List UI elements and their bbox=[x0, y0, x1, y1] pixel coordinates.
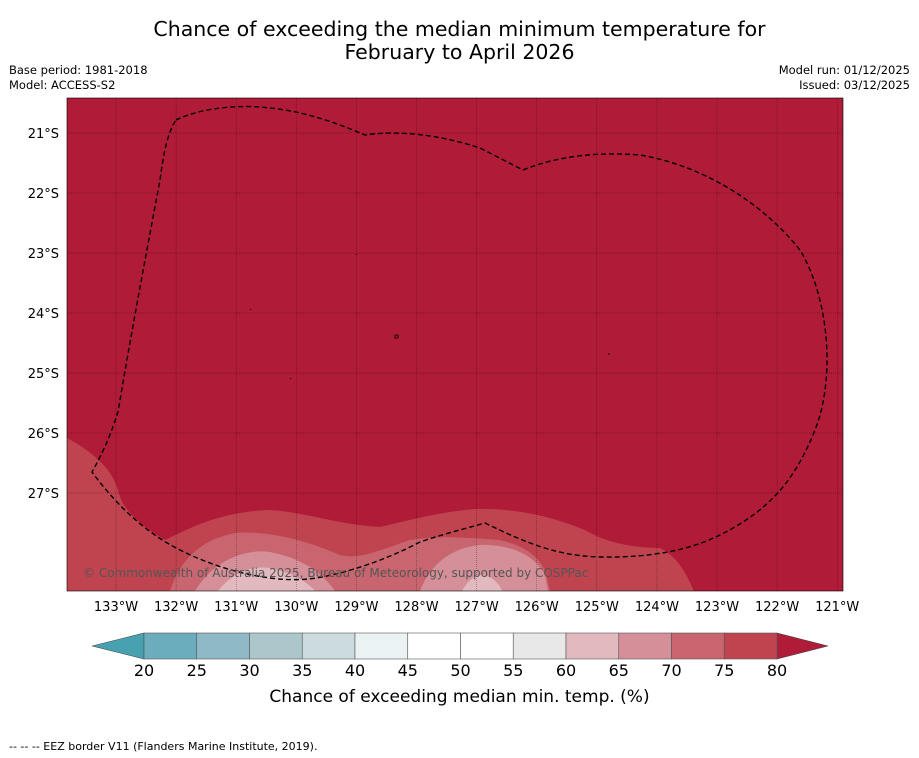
latitude-label: 21°S bbox=[28, 127, 59, 142]
longitude-label: 130°W bbox=[274, 600, 318, 615]
colorbar-tick-label: 70 bbox=[661, 661, 681, 680]
colorbar-segment bbox=[671, 632, 725, 660]
colorbar-segment bbox=[460, 632, 514, 660]
meta-right: Model run: 01/12/2025 Issued: 03/12/2025 bbox=[779, 63, 910, 93]
longitude-label: 124°W bbox=[635, 600, 679, 615]
colorbar-under-arrow bbox=[91, 632, 145, 660]
latitude-label: 26°S bbox=[28, 427, 59, 442]
longitude-labels: 133°W 132°W 131°W 130°W 129°W 128°W 127°W 126°W… bbox=[94, 600, 860, 615]
latitude-label: 22°S bbox=[28, 187, 59, 202]
colorbar-tick-label: 80 bbox=[767, 661, 787, 680]
colorbar-tick-label: 50 bbox=[450, 661, 470, 680]
colorbar-ticks: 20 25 30 35 40 45 50 55 60 65 70 75 80 bbox=[134, 661, 787, 680]
colorbar-tick-label: 35 bbox=[292, 661, 312, 680]
base-period: Base period: 1981-2018 bbox=[9, 63, 148, 77]
longitude-label: 132°W bbox=[154, 600, 198, 615]
colorbar-segment bbox=[407, 632, 461, 660]
title-line-1: Chance of exceeding the median minimum t… bbox=[153, 17, 766, 41]
map-frame bbox=[66, 97, 844, 592]
colorbar-segment bbox=[354, 632, 409, 660]
meta-left: Base period: 1981-2018 Model: ACCESS-S2 bbox=[9, 63, 148, 93]
chart-title: Chance of exceeding the median minimum t… bbox=[0, 18, 919, 64]
model-run: Model run: 01/12/2025 bbox=[778, 63, 910, 77]
colorbar-tick-label: 75 bbox=[714, 661, 734, 680]
probability-fill-80plus bbox=[67, 98, 843, 591]
longitude-label: 128°W bbox=[394, 600, 438, 615]
map-area bbox=[67, 98, 843, 591]
colorbar-tick-label: 45 bbox=[398, 661, 418, 680]
issued-date: Issued: 03/12/2025 bbox=[799, 78, 910, 92]
latitude-label: 25°S bbox=[28, 367, 59, 382]
colorbar-tick-label: 55 bbox=[503, 661, 523, 680]
colorbar-segment bbox=[565, 632, 620, 660]
eez-legend-note: -- -- -- EEZ border V11 (Flanders Marine… bbox=[9, 740, 318, 753]
latitude-label: 27°S bbox=[28, 487, 59, 502]
probability-band-60-65-east bbox=[462, 574, 502, 591]
latitude-label: 23°S bbox=[28, 247, 59, 262]
colorbar-tick-label: 40 bbox=[345, 661, 365, 680]
latitude-labels: 21°S 22°S 23°S 24°S 25°S 26°S 27°S bbox=[28, 127, 59, 502]
colorbar: 20 25 30 35 40 45 50 55 60 65 70 75 80 bbox=[91, 632, 829, 680]
colorbar-segment bbox=[512, 632, 567, 660]
colorbar-segment bbox=[143, 632, 198, 660]
colorbar-tick-label: 60 bbox=[556, 661, 576, 680]
colorbar-tick-label: 25 bbox=[187, 661, 207, 680]
eez-border bbox=[91, 105, 828, 581]
title-line-2: February to April 2026 bbox=[344, 40, 575, 64]
longitude-label: 127°W bbox=[455, 600, 499, 615]
colorbar-segments bbox=[143, 632, 778, 660]
probability-band-65-70-east bbox=[420, 544, 548, 591]
island-marker bbox=[249, 253, 610, 380]
colorbar-tick-label: 20 bbox=[134, 661, 154, 680]
latitude-label: 24°S bbox=[28, 307, 59, 322]
longitude-label: 123°W bbox=[695, 600, 739, 615]
colorbar-segment bbox=[196, 632, 250, 660]
longitude-label: 121°W bbox=[815, 600, 859, 615]
colorbar-label: Chance of exceeding median min. temp. (%… bbox=[269, 687, 650, 707]
colorbar-over-arrow bbox=[776, 632, 829, 660]
colorbar-segment bbox=[301, 632, 356, 660]
colorbar-segment bbox=[723, 632, 778, 660]
longitude-label: 122°W bbox=[755, 600, 799, 615]
colorbar-segment bbox=[618, 632, 672, 660]
longitude-label: 126°W bbox=[515, 600, 559, 615]
colorbar-tick-label: 65 bbox=[609, 661, 629, 680]
graticule bbox=[67, 98, 843, 591]
longitude-label: 133°W bbox=[94, 600, 138, 615]
longitude-label: 125°W bbox=[575, 600, 619, 615]
longitude-label: 131°W bbox=[214, 600, 258, 615]
colorbar-tick-label: 30 bbox=[239, 661, 259, 680]
colorbar-segment bbox=[249, 632, 303, 660]
model-name: Model: ACCESS-S2 bbox=[9, 78, 116, 92]
copyright-notice: © Commonwealth of Australia 2025, Bureau… bbox=[83, 566, 588, 580]
longitude-label: 129°W bbox=[334, 600, 378, 615]
forecast-map: © Commonwealth of Australia 2025, Bureau… bbox=[28, 97, 860, 680]
